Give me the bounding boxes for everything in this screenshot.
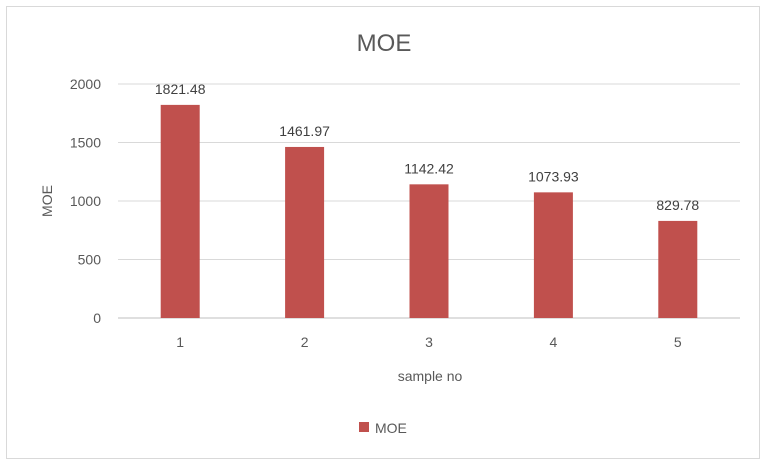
y-axis-ticks: 0 500 1000 1500 2000 bbox=[70, 76, 101, 326]
legend-label: MOE bbox=[375, 420, 407, 436]
y-axis-title: MOE bbox=[39, 185, 55, 217]
data-label: 1461.97 bbox=[279, 123, 330, 139]
y-tick-label: 1000 bbox=[70, 193, 101, 209]
y-tick-label: 1500 bbox=[70, 135, 101, 151]
data-label: 829.78 bbox=[656, 197, 699, 213]
bar-series bbox=[161, 105, 698, 318]
x-tick-label: 3 bbox=[425, 334, 433, 350]
data-label: 1073.93 bbox=[528, 168, 579, 184]
bar-sample-5 bbox=[658, 221, 697, 318]
x-axis-title: sample no bbox=[398, 368, 463, 384]
legend: MOE bbox=[359, 420, 407, 436]
data-label: 1142.42 bbox=[404, 160, 454, 176]
bar-sample-1 bbox=[161, 105, 200, 318]
y-tick-label: 2000 bbox=[70, 76, 101, 92]
chart-title: MOE bbox=[357, 30, 412, 57]
y-tick-label: 0 bbox=[93, 310, 101, 326]
x-tick-label: 1 bbox=[176, 334, 184, 350]
bar-sample-4 bbox=[534, 192, 573, 318]
x-tick-label: 2 bbox=[301, 334, 309, 350]
legend-swatch bbox=[359, 422, 369, 432]
data-label: 1821.48 bbox=[155, 81, 206, 97]
bar-sample-3 bbox=[410, 184, 449, 318]
x-tick-label: 5 bbox=[674, 334, 682, 350]
y-tick-label: 500 bbox=[78, 252, 102, 268]
x-axis-ticks: 1 2 3 4 5 bbox=[176, 334, 682, 350]
x-tick-label: 4 bbox=[550, 334, 558, 350]
bar-sample-2 bbox=[285, 147, 324, 318]
